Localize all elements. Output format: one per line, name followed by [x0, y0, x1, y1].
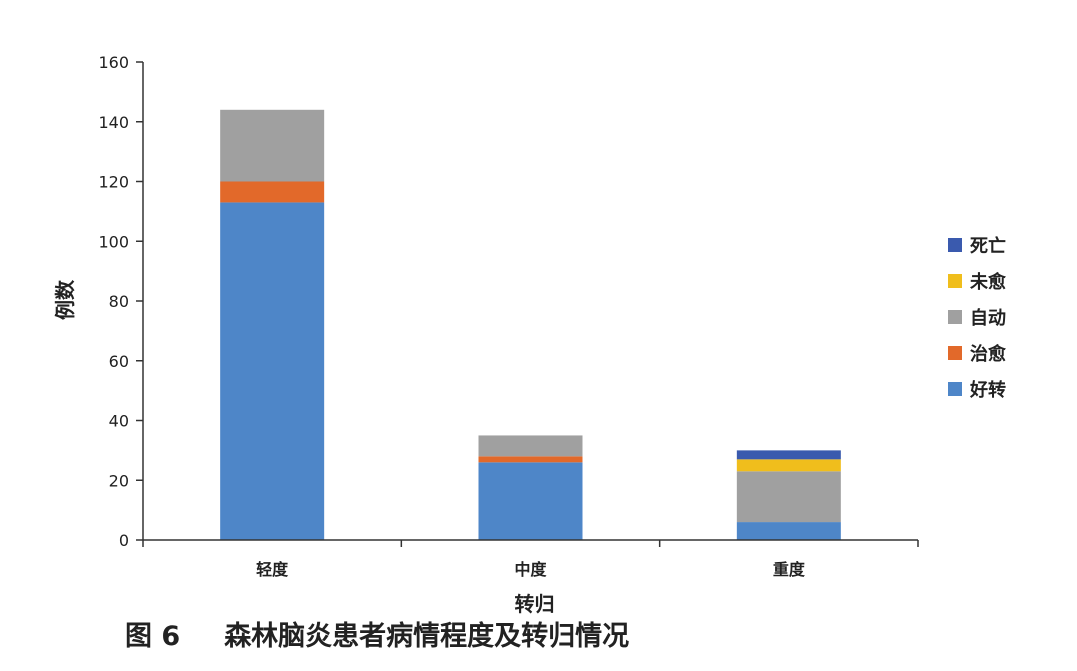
x-ticks: 轻度 中度 重度 [142, 540, 919, 579]
figure-number: 图 6 [125, 621, 181, 652]
y-tick-label: 40 [109, 412, 129, 431]
bar-segment [736, 471, 841, 523]
legend-swatch [948, 346, 962, 360]
x-tick-label: 中度 [514, 560, 547, 579]
y-tick-label: 20 [109, 471, 129, 490]
figure-caption-text: 森林脑炎患者病情程度及转归情况 [224, 621, 630, 652]
legend-label: 好转 [969, 379, 1006, 401]
y-tick-label: 120 [98, 173, 129, 192]
legend-swatch [948, 238, 962, 252]
bar-segment [478, 456, 583, 463]
bar-segment [478, 462, 583, 540]
legend-label: 死亡 [970, 235, 1006, 257]
y-tick-label: 60 [109, 352, 129, 371]
bar-segment [220, 202, 325, 540]
y-axis-title: 例数 [53, 279, 77, 320]
bar-segment [220, 109, 325, 182]
y-tick-label: 0 [119, 531, 129, 550]
legend-label: 自动 [970, 307, 1006, 329]
legend-swatch [948, 310, 962, 324]
y-tick-label: 140 [98, 113, 129, 132]
bars-layer [220, 109, 841, 540]
legend-label: 未愈 [970, 271, 1007, 293]
y-ticks: 0 20 40 60 80 100 120 140 160 [98, 53, 143, 550]
legend-label: 治愈 [970, 343, 1007, 365]
bar-segment [220, 181, 325, 203]
bar-segment [736, 459, 841, 472]
y-tick-label: 80 [109, 292, 129, 311]
bar-segment [736, 450, 841, 460]
x-axis-title: 转归 [515, 592, 555, 616]
legend-swatch [948, 274, 962, 288]
x-tick-label: 轻度 [256, 560, 289, 579]
y-tick-label: 100 [98, 232, 129, 251]
y-tick-label: 160 [98, 53, 129, 72]
bar-segment [478, 435, 583, 457]
legend-swatch [948, 382, 962, 396]
bar-segment [736, 522, 841, 540]
x-tick-label: 重度 [773, 560, 806, 579]
figure-caption: 图 6 森林脑炎患者病情程度及转归情况 [125, 612, 1025, 662]
